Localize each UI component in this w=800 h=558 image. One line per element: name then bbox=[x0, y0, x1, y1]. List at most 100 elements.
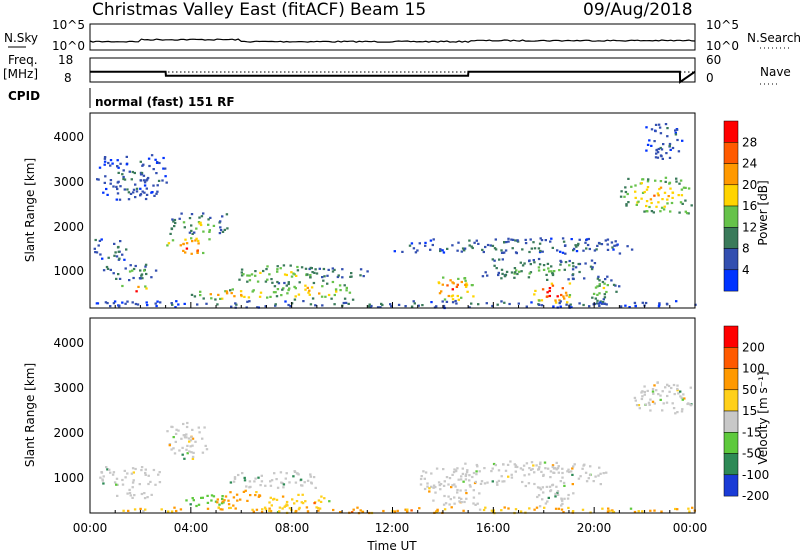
heatmap-cell bbox=[202, 230, 205, 233]
heatmap-cell bbox=[190, 224, 193, 227]
heatmap-cell bbox=[538, 242, 542, 245]
heatmap-cell bbox=[101, 478, 104, 481]
heatmap-cell bbox=[266, 296, 269, 299]
heatmap-cell bbox=[285, 284, 288, 287]
heatmap-cell bbox=[219, 229, 223, 232]
heatmap-cell bbox=[500, 300, 503, 303]
heatmap-cell bbox=[491, 244, 495, 247]
heatmap-cell bbox=[648, 139, 651, 142]
heatmap-cell bbox=[524, 484, 527, 488]
heatmap-cell bbox=[559, 250, 562, 253]
heatmap-cell bbox=[564, 244, 567, 247]
heatmap-cell bbox=[296, 269, 300, 272]
heatmap-cell bbox=[116, 165, 119, 168]
heatmap-cell bbox=[654, 156, 658, 159]
heatmap-cell bbox=[238, 278, 241, 281]
heatmap-cell bbox=[180, 437, 183, 440]
heatmap-cell bbox=[140, 466, 144, 469]
heatmap-cell bbox=[413, 302, 416, 305]
heatmap-cell bbox=[657, 305, 661, 308]
heatmap-cell bbox=[572, 249, 575, 252]
heatmap-cell bbox=[309, 473, 312, 476]
heatmap-cell bbox=[456, 488, 459, 492]
heatmap-cell bbox=[143, 184, 147, 187]
heatmap-cell bbox=[221, 508, 224, 511]
heatmap-cell bbox=[562, 481, 566, 484]
heatmap-cell bbox=[671, 196, 674, 199]
heatmap-cell bbox=[331, 270, 335, 273]
heatmap-cell bbox=[465, 283, 469, 287]
heatmap-cell bbox=[654, 130, 657, 133]
heatmap-cell bbox=[539, 463, 542, 466]
time-axis: 00:00 04:00 08:00 12:00 16:00 20:00 00:0… bbox=[73, 302, 707, 553]
heatmap-cell bbox=[144, 473, 147, 476]
heatmap-cell bbox=[452, 471, 456, 474]
heatmap-cell bbox=[288, 287, 291, 290]
heatmap-cell bbox=[273, 285, 277, 288]
heatmap-cell bbox=[584, 471, 588, 474]
heatmap-cell bbox=[418, 507, 421, 510]
heatmap-cell bbox=[390, 305, 393, 308]
heatmap-cell bbox=[143, 492, 146, 495]
heatmap-cell bbox=[465, 492, 468, 495]
heatmap-cell bbox=[454, 469, 458, 472]
power-ylabel: Slant Range [km] bbox=[23, 158, 37, 262]
heatmap-cell bbox=[343, 284, 346, 287]
heatmap-cell bbox=[339, 511, 342, 514]
date-label: 09/Aug/2018 bbox=[583, 0, 693, 20]
heatmap-cell bbox=[318, 292, 321, 295]
heatmap-cell bbox=[396, 509, 399, 512]
heatmap-cell bbox=[106, 267, 110, 270]
heatmap-cell bbox=[603, 302, 607, 305]
heatmap-cell bbox=[491, 467, 494, 470]
heatmap-cell bbox=[677, 194, 680, 197]
heatmap-cell bbox=[428, 487, 431, 490]
heatmap-cell bbox=[546, 262, 550, 265]
heatmap-cell bbox=[452, 282, 455, 285]
heatmap-cell bbox=[463, 247, 467, 250]
heatmap-cell bbox=[598, 302, 601, 305]
heatmap-cell bbox=[321, 285, 324, 288]
heatmap-cell bbox=[318, 507, 322, 510]
heatmap-cell bbox=[524, 242, 528, 245]
heatmap-cell bbox=[100, 238, 103, 241]
heatmap-cell bbox=[455, 285, 459, 288]
heatmap-cell bbox=[598, 279, 601, 282]
heatmap-cell bbox=[117, 250, 120, 253]
heatmap-cell bbox=[682, 393, 685, 396]
heatmap-cell bbox=[491, 304, 494, 308]
heatmap-cell bbox=[180, 212, 183, 215]
heatmap-cell bbox=[500, 475, 503, 478]
heatmap-cell bbox=[432, 486, 435, 489]
heatmap-cell bbox=[182, 221, 186, 224]
heatmap-cell bbox=[232, 496, 236, 499]
heatmap-cell bbox=[603, 282, 606, 285]
heatmap-cell bbox=[618, 252, 622, 255]
heatmap-cell bbox=[105, 187, 108, 191]
heatmap-cell bbox=[195, 237, 198, 240]
heatmap-cell bbox=[252, 510, 255, 513]
heatmap-cell bbox=[472, 471, 476, 475]
heatmap-cell bbox=[181, 453, 184, 456]
heatmap-cell bbox=[659, 132, 663, 135]
heatmap-cell bbox=[410, 305, 414, 308]
heatmap-cell bbox=[535, 506, 539, 509]
heatmap-cell bbox=[321, 276, 324, 279]
colorbar-segment bbox=[723, 269, 739, 292]
heatmap-cell bbox=[227, 499, 230, 502]
heatmap-cell bbox=[189, 503, 192, 506]
heatmap-cell bbox=[97, 244, 100, 247]
heatmap-cell bbox=[149, 480, 152, 483]
heatmap-cell bbox=[544, 239, 547, 242]
heatmap-cell bbox=[529, 271, 533, 274]
heatmap-cell bbox=[275, 498, 279, 501]
heatmap-cell bbox=[276, 265, 279, 268]
heatmap-cell bbox=[249, 494, 252, 497]
heatmap-cell bbox=[126, 472, 129, 475]
heatmap-cell bbox=[342, 301, 345, 305]
heatmap-cell bbox=[473, 241, 476, 244]
heatmap-cell bbox=[503, 241, 506, 244]
heatmap-cell bbox=[529, 238, 532, 241]
heatmap-cell bbox=[304, 284, 307, 287]
heatmap-cell bbox=[135, 290, 138, 293]
